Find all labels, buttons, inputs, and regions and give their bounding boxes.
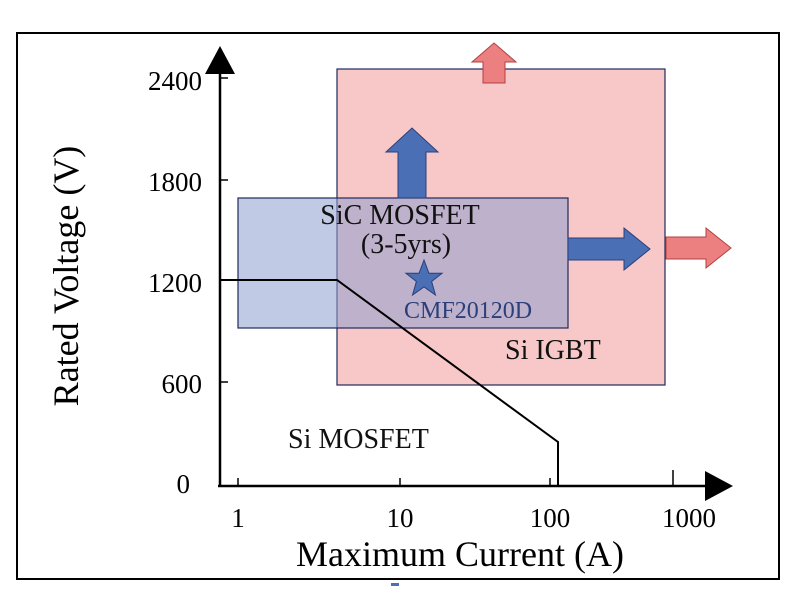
y-tick-label: 600	[162, 369, 203, 399]
red-up-arrow	[470, 42, 518, 84]
x-tick-label: 10	[387, 503, 414, 533]
x-axis-title: Maximum Current (A)	[296, 534, 624, 574]
cmf20120d-label: CMF20120D	[404, 298, 532, 324]
cmf20120d-star	[404, 258, 444, 297]
sic-mosfet-region	[237, 197, 569, 329]
sic-mosfet-label: SiC MOSFET	[320, 200, 480, 231]
figure-frame	[16, 32, 780, 580]
si-igbt-label: Si IGBT	[505, 335, 601, 366]
y-tick-label: 0	[177, 469, 191, 499]
x-tick-label: 100	[530, 503, 571, 533]
red-right-arrow	[665, 226, 732, 270]
sic-mosfet-years-label: (3-5yrs)	[361, 229, 451, 260]
y-tick-label: 2400	[148, 66, 202, 96]
si-mosfet-boundary	[220, 279, 559, 486]
y-tick-label: 1200	[148, 268, 202, 298]
si-mosfet-label: Si MOSFET	[288, 424, 429, 455]
x-axis-arrowhead	[705, 471, 733, 501]
x-tick-label: 1	[231, 503, 245, 533]
y-tick-label: 1800	[148, 167, 202, 197]
x-tick-label: 1000	[662, 503, 716, 533]
bottom-mark	[391, 583, 399, 586]
y-axis-title: Rated Voltage (V)	[46, 146, 86, 407]
blue-up-arrow	[384, 127, 440, 199]
blue-right-arrow	[567, 226, 651, 272]
y-axis-arrowhead	[205, 46, 235, 74]
